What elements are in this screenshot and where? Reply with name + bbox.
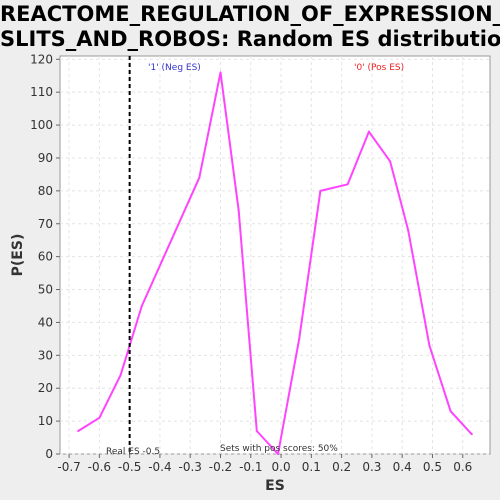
y-tick-label: 10 [38, 414, 53, 428]
data-point [367, 130, 370, 133]
x-tick-label: -0.2 [209, 460, 232, 474]
x-tick-label: 0.5 [423, 460, 442, 474]
x-axis-title: ES [265, 478, 285, 494]
y-tick-label: 70 [38, 217, 53, 231]
x-tick-label: 0.1 [302, 460, 321, 474]
x-tick-label: -0.4 [148, 460, 171, 474]
grid [60, 56, 490, 455]
x-tick-label: 0.2 [332, 460, 351, 474]
plot-area [59, 55, 491, 455]
y-tick-label: 50 [38, 283, 53, 297]
chart-title-line-1: REACTOME_REGULATION_OF_EXPRESSION_OF_ [0, 2, 500, 26]
x-tick-label: -0.1 [239, 460, 262, 474]
data-point [98, 416, 101, 419]
x-tick-label: -0.7 [57, 460, 80, 474]
data-point [449, 410, 452, 413]
chart-title-line-2: SLITS_AND_ROBOS: Random ES distribution [0, 27, 500, 51]
data-point [219, 71, 222, 74]
y-tick-label: 60 [38, 250, 53, 264]
data-point [140, 304, 143, 307]
data-point [255, 429, 258, 432]
data-point [428, 344, 431, 347]
data-point [389, 160, 392, 163]
annotations: '1' (Neg ES) '0' (Pos ES) Real ES -0.5 Sets… [106, 56, 404, 457]
es-distribution-line [77, 71, 473, 455]
data-point [346, 183, 349, 186]
series-layer [77, 71, 473, 455]
axes: -0.7 -0.6 -0.5 -0.4 -0.3 -0.2 -0.1 0.0 0.1 0.2 0.3… [30, 52, 472, 474]
data-point [298, 337, 301, 340]
x-tick-label: -0.6 [88, 460, 111, 474]
y-tick-label: 100 [30, 118, 53, 132]
y-tick-label: 90 [38, 151, 53, 165]
data-point [319, 189, 322, 192]
data-point [77, 429, 80, 432]
y-tick-label: 30 [38, 348, 53, 362]
y-tick-label: 80 [38, 184, 53, 198]
pos-scores-label: Sets with pos scores: 50% [220, 444, 338, 454]
y-tick-label: 120 [30, 52, 53, 66]
x-tick-label: 0.4 [393, 460, 412, 474]
data-point [470, 433, 473, 436]
y-tick-label: 20 [38, 381, 53, 395]
x-tick-label: -0.5 [118, 460, 141, 474]
data-point [198, 176, 201, 179]
neg-es-label: '1' (Neg ES) [148, 63, 201, 73]
x-tick-label: 0.6 [453, 460, 472, 474]
pos-es-label: '0' (Pos ES) [354, 63, 404, 73]
x-tick-label: -0.3 [179, 460, 202, 474]
y-tick-label: 0 [45, 447, 53, 461]
data-point [237, 209, 240, 212]
x-tick-label: 0.3 [362, 460, 381, 474]
y-tick-label: 110 [30, 85, 53, 99]
data-point [407, 229, 410, 232]
data-point [277, 453, 280, 455]
y-axis-title: P(ES) [10, 234, 26, 277]
x-tick-label: 0.0 [272, 460, 291, 474]
real-es-label: Real ES -0.5 [106, 447, 160, 457]
y-tick-label: 40 [38, 315, 53, 329]
data-point [119, 374, 122, 377]
